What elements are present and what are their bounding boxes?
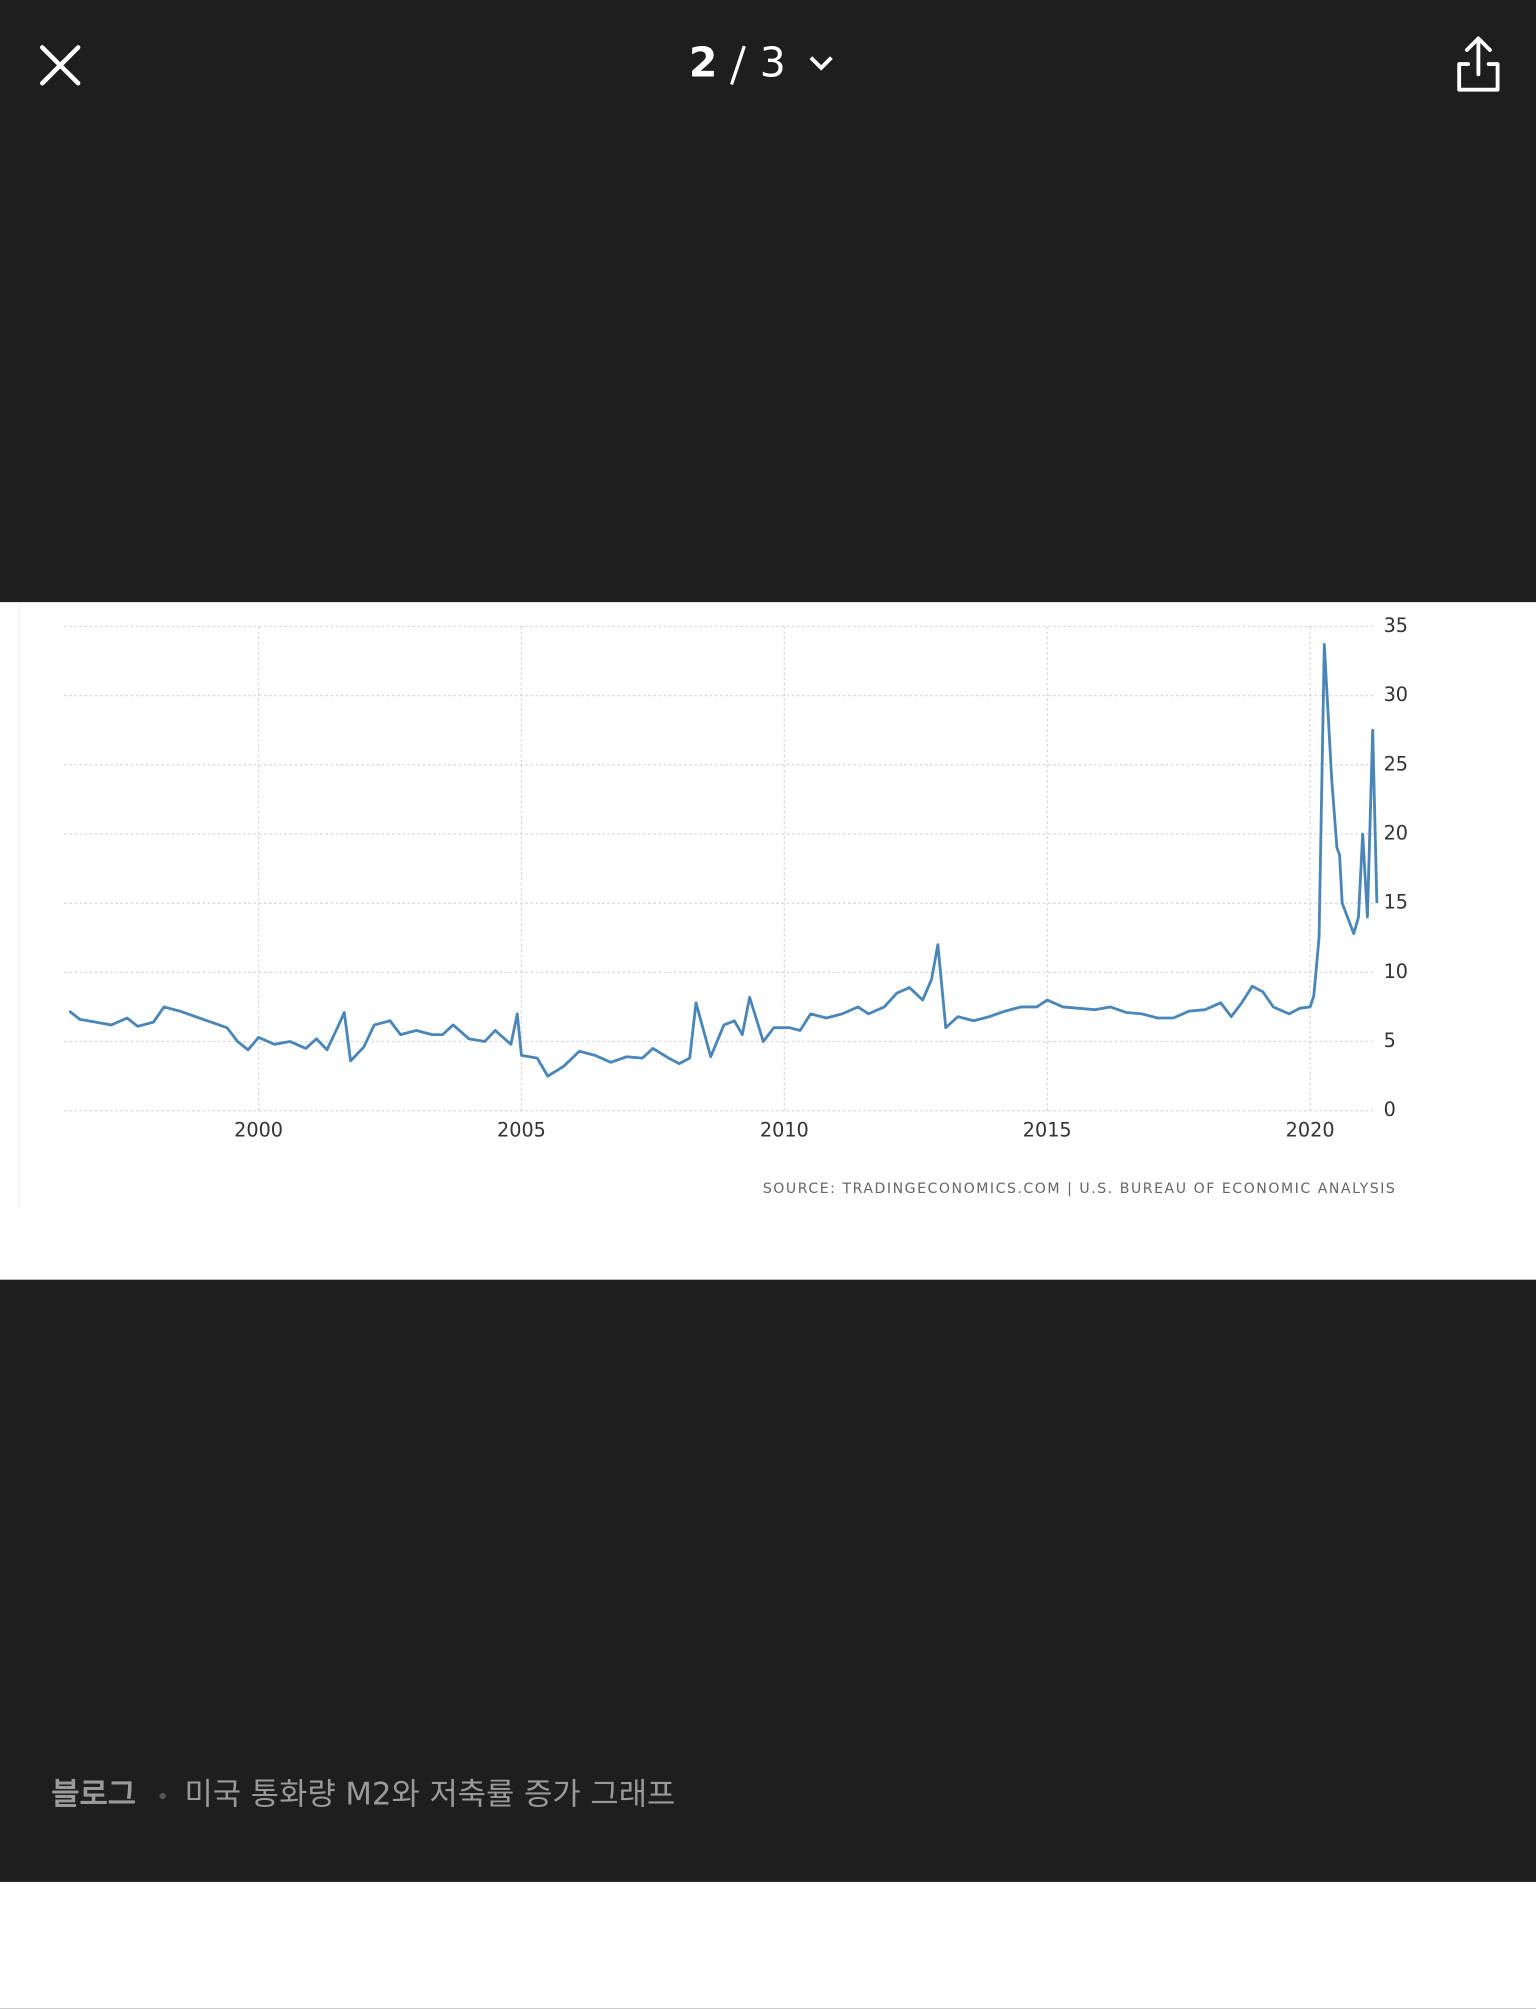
page-counter[interactable]: 2 3 <box>689 38 833 86</box>
y-tick-label: 5 <box>1384 1029 1396 1052</box>
y-tick-label: 35 <box>1384 614 1408 637</box>
x-tick-label: 2010 <box>760 1119 809 1142</box>
current-page: 2 <box>689 38 718 86</box>
footer <box>0 1881 1536 2009</box>
close-icon <box>40 45 81 86</box>
y-tick-label: 10 <box>1384 960 1408 983</box>
image-area <box>0 602 1536 1280</box>
bottom-area <box>0 1279 1536 1882</box>
y-tick-label: 30 <box>1384 683 1408 706</box>
y-tick-label: 25 <box>1384 752 1408 775</box>
caption-dot <box>159 1792 166 1800</box>
y-tick-label: 0 <box>1384 1098 1396 1121</box>
x-tick-label: 2020 <box>1286 1119 1335 1142</box>
y-tick-label: 20 <box>1384 821 1408 844</box>
caption-title: 미국 통화량 M2와 저축률 증가 그래프 <box>184 1777 675 1813</box>
total-pages: 3 <box>760 38 786 86</box>
caption-source: 블로그 <box>51 1777 136 1813</box>
share-button[interactable] <box>1457 36 1500 92</box>
x-tick-label: 2015 <box>1023 1119 1072 1142</box>
chevron <box>809 56 833 71</box>
top-area <box>0 0 1536 603</box>
y-tick-label: 15 <box>1384 891 1408 914</box>
separator <box>729 45 746 86</box>
x-tick-label: 2000 <box>234 1119 283 1142</box>
share-arrow <box>1464 36 1492 77</box>
share-box <box>1457 62 1500 92</box>
x-tick-label: 2005 <box>497 1119 546 1142</box>
chart-source: SOURCE: TRADINGECONOMICS.COM | U.S. BURE… <box>763 1181 1397 1197</box>
data-line <box>68 643 1379 1078</box>
close-button[interactable] <box>40 45 81 86</box>
